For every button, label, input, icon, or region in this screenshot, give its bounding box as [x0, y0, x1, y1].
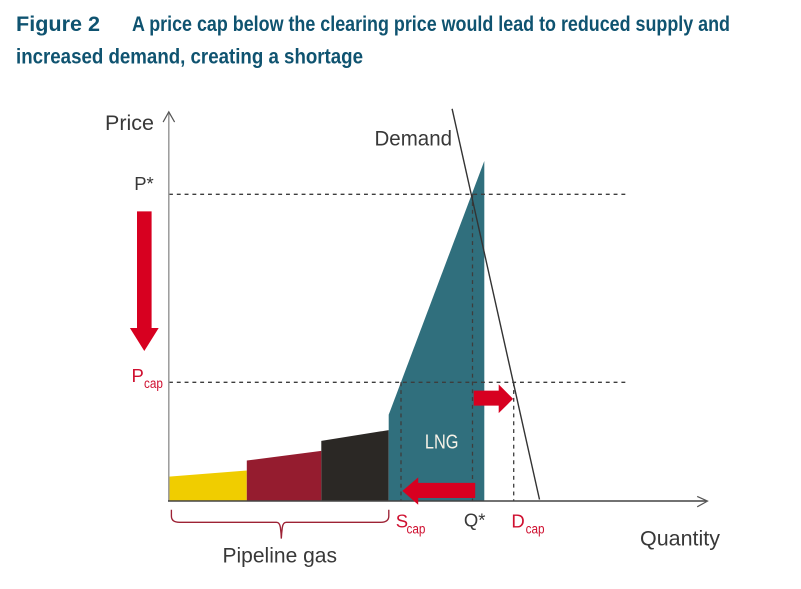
svg-text:P*: P*: [134, 173, 154, 194]
svg-text:Q*: Q*: [464, 510, 486, 531]
svg-text:increased demand, creating a s: increased demand, creating a shortage: [16, 45, 363, 69]
svg-text:P: P: [132, 365, 144, 386]
svg-text:A price cap below the clearing: A price cap below the clearing price wou…: [132, 12, 730, 36]
svg-text:S: S: [396, 511, 408, 532]
svg-text:D: D: [511, 511, 524, 532]
svg-text:cap: cap: [144, 376, 163, 391]
svg-text:Quantity: Quantity: [640, 527, 720, 551]
svg-text:Price: Price: [105, 111, 154, 135]
svg-text:cap: cap: [526, 522, 545, 537]
svg-text:Pipeline gas: Pipeline gas: [223, 544, 338, 568]
svg-text:LNG: LNG: [425, 431, 459, 453]
svg-text:Demand: Demand: [375, 126, 453, 150]
svg-text:cap: cap: [407, 522, 426, 537]
svg-text:Figure 2: Figure 2: [16, 12, 100, 36]
